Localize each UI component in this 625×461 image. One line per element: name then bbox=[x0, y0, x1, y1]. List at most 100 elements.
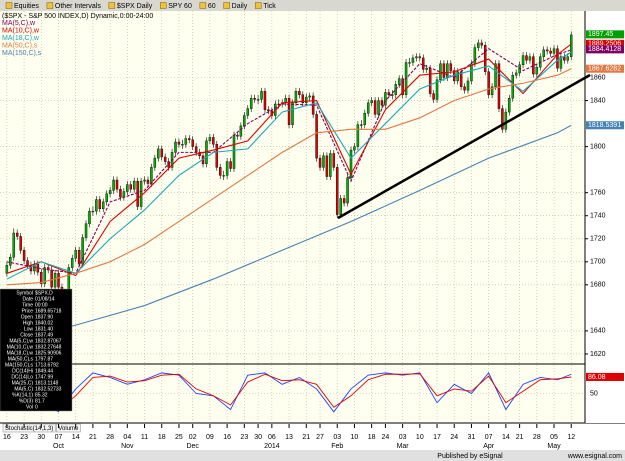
toolbar-icon bbox=[254, 2, 262, 9]
candle-body bbox=[336, 167, 339, 215]
month-label: Dec bbox=[186, 443, 199, 450]
candle-body bbox=[556, 48, 559, 69]
moving-average bbox=[6, 48, 572, 274]
data-window-label: High bbox=[23, 320, 34, 326]
candle-body bbox=[446, 63, 449, 78]
candle-body bbox=[163, 156, 167, 162]
candle-body bbox=[122, 191, 126, 198]
candle-body bbox=[95, 199, 98, 212]
toolbar-icon bbox=[108, 2, 116, 9]
panel-tab-label[interactable]: Stochastic(14,1,3) bbox=[5, 426, 53, 432]
candle-body bbox=[19, 236, 22, 251]
data-window-value: 1831.40 bbox=[35, 326, 53, 332]
x-tick-label: 03 bbox=[399, 434, 407, 441]
candle-body bbox=[153, 157, 157, 168]
candle-body bbox=[139, 180, 143, 207]
candle-body bbox=[225, 161, 229, 176]
data-window-label: MA(150,C),s bbox=[5, 362, 34, 368]
chart-title: ($SPX - S&P 500 INDEX,D) Dynamic,0:00-24… bbox=[2, 13, 153, 20]
y-tick-label: 1800 bbox=[590, 143, 606, 150]
candle-body bbox=[243, 115, 246, 127]
moving-average bbox=[6, 51, 572, 280]
candle-body bbox=[84, 223, 88, 238]
toolbar-icon bbox=[199, 2, 207, 9]
candle-body bbox=[490, 86, 494, 95]
candle-body bbox=[43, 267, 46, 284]
candle-body bbox=[483, 45, 487, 72]
x-tick-label: 06 bbox=[268, 434, 276, 441]
candle-body bbox=[253, 98, 256, 100]
candle-body bbox=[129, 184, 132, 190]
candle-body bbox=[408, 62, 411, 64]
candle-body bbox=[22, 250, 26, 261]
candle-body bbox=[263, 91, 267, 110]
candle-body bbox=[387, 92, 391, 95]
legend-entry: MA(5,C),w bbox=[2, 20, 36, 27]
x-tick-label: 14 bbox=[502, 434, 510, 441]
candle-body bbox=[415, 56, 418, 59]
candle-body bbox=[112, 179, 115, 191]
candle-body bbox=[391, 94, 394, 96]
candle-body bbox=[549, 50, 552, 54]
data-window bbox=[0, 288, 73, 412]
x-tick-label: 05 bbox=[550, 434, 558, 441]
time-axis bbox=[0, 424, 625, 450]
month-label: 2014 bbox=[264, 443, 280, 450]
candle-body bbox=[98, 199, 102, 210]
footer-left: Published by eSignal bbox=[437, 453, 503, 460]
panel-tab[interactable] bbox=[2, 423, 56, 433]
candle-body bbox=[528, 56, 532, 61]
candle-body bbox=[305, 96, 308, 104]
data-window-label: DC(14)Lo bbox=[11, 374, 33, 380]
toolbar-icon bbox=[159, 2, 167, 9]
footer bbox=[0, 450, 625, 461]
candle-body bbox=[308, 95, 311, 98]
candle-body bbox=[325, 155, 329, 177]
x-tick-label: 13 bbox=[285, 434, 293, 441]
y-tick-label: 50 bbox=[590, 390, 598, 397]
candle-body bbox=[563, 56, 566, 61]
x-tick-label: 24 bbox=[382, 434, 390, 441]
candle-body bbox=[418, 56, 422, 59]
panel-tab[interactable] bbox=[56, 423, 81, 433]
data-window-value: 1747.99 bbox=[35, 374, 53, 380]
x-tick-label: 10 bbox=[416, 434, 424, 441]
toolbar-item: Equities bbox=[14, 3, 39, 10]
candle-body bbox=[428, 68, 432, 94]
data-window-value: $SPX.D bbox=[35, 290, 53, 296]
y-tick-label: 1620 bbox=[590, 351, 606, 358]
x-tick-label: 30 bbox=[254, 434, 262, 441]
value-marker bbox=[586, 45, 624, 54]
candle-body bbox=[545, 49, 549, 52]
candle-body bbox=[360, 124, 363, 126]
legend-entry: MA(18,C),w bbox=[2, 35, 40, 42]
candle-body bbox=[373, 100, 377, 115]
candle-body bbox=[260, 91, 263, 100]
x-tick-label: 18 bbox=[158, 434, 166, 441]
x-tick-label: 28 bbox=[106, 434, 114, 441]
legend-entry: MA(50,C),s bbox=[2, 42, 38, 49]
data-window-label: Date bbox=[22, 296, 33, 302]
toolbar bbox=[0, 0, 625, 11]
candle-body bbox=[470, 63, 473, 82]
panel-tab-label[interactable]: Volume bbox=[58, 426, 79, 432]
x-tick-label: 12 bbox=[567, 434, 575, 441]
candle-body bbox=[57, 273, 60, 288]
candle-body bbox=[298, 91, 301, 95]
candle-body bbox=[559, 56, 563, 69]
x-tick-label: 17 bbox=[433, 434, 441, 441]
data-window-label: %D(3) bbox=[19, 398, 34, 404]
candle-body bbox=[291, 102, 294, 125]
data-window-value: 85.32 bbox=[35, 392, 48, 398]
candle-body bbox=[174, 141, 177, 153]
value-marker-label: 86.08 bbox=[588, 374, 606, 381]
data-window-label: MA(5,C),w bbox=[9, 338, 33, 344]
candle-body bbox=[480, 42, 483, 46]
candle-body bbox=[349, 149, 353, 178]
toolbar-icon bbox=[46, 2, 54, 9]
value-marker bbox=[586, 30, 624, 39]
candle-body bbox=[40, 271, 43, 284]
candle-body bbox=[508, 98, 511, 113]
candle-body bbox=[346, 177, 349, 204]
candle-body bbox=[12, 232, 15, 258]
